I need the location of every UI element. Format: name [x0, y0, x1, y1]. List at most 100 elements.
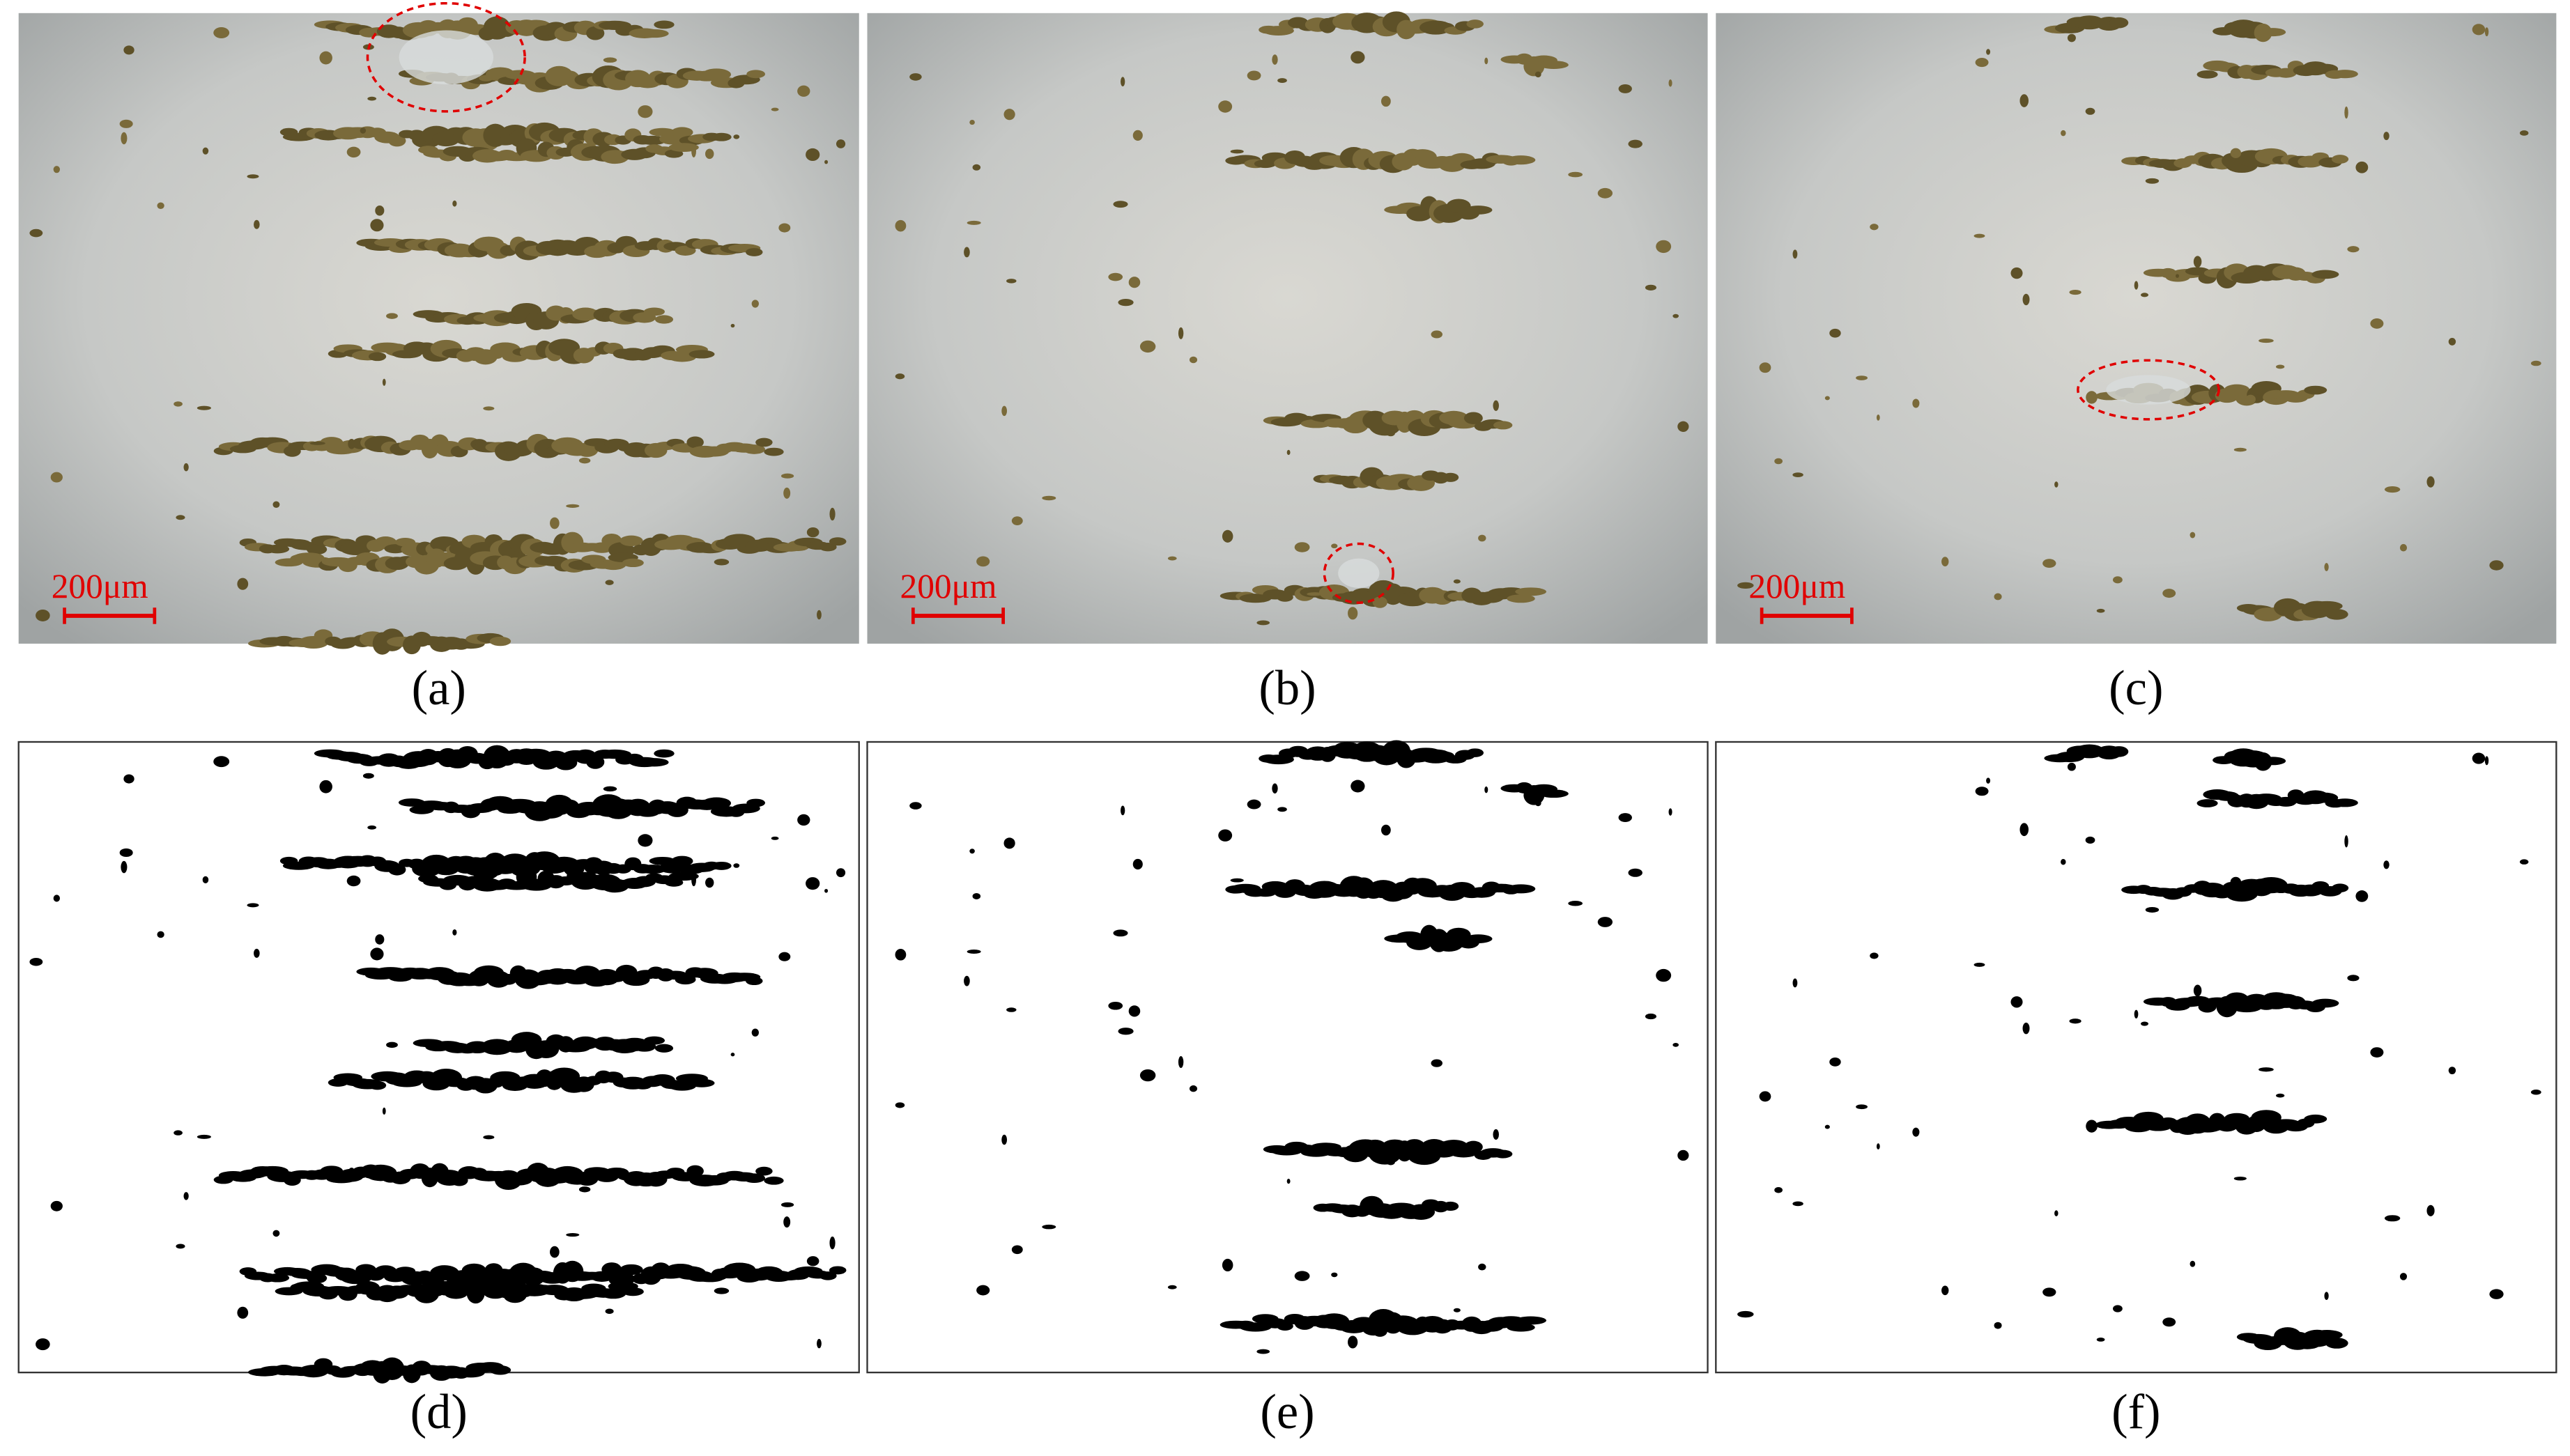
defect	[909, 73, 922, 81]
defect	[2426, 476, 2435, 488]
defect	[29, 957, 43, 966]
defect	[746, 977, 763, 986]
defects	[29, 16, 847, 655]
defect	[2344, 835, 2348, 848]
defect	[1975, 58, 1989, 68]
defect	[1113, 201, 1128, 208]
defect	[2519, 859, 2529, 865]
defect	[2019, 823, 2029, 837]
defect	[1381, 95, 1391, 107]
defect	[247, 174, 259, 179]
defect	[2311, 998, 2339, 1008]
defect	[2193, 984, 2202, 997]
defect	[2193, 256, 2202, 268]
panel-label: (a)	[412, 661, 466, 715]
defect	[578, 457, 591, 464]
defect	[783, 487, 791, 499]
defect	[1856, 375, 1868, 380]
defect	[362, 773, 374, 779]
defect	[714, 1287, 730, 1294]
defect	[121, 132, 128, 145]
scale-bar-label: 200μm	[1748, 567, 1845, 605]
defect	[778, 223, 791, 233]
defect	[2304, 385, 2327, 395]
defect	[2190, 532, 2196, 539]
defect	[375, 934, 385, 945]
defect	[388, 863, 406, 876]
defect	[1597, 187, 1613, 199]
defect	[319, 780, 332, 793]
defect	[2347, 975, 2360, 982]
defect	[1941, 1285, 1949, 1296]
defect	[237, 578, 249, 590]
defect	[1986, 777, 1991, 784]
defect	[603, 786, 617, 792]
defect	[2069, 1019, 2082, 1024]
defect	[2109, 746, 2129, 757]
defect	[2448, 338, 2456, 346]
defect	[819, 1271, 837, 1280]
defect	[1464, 934, 1493, 943]
highlight-glint	[399, 30, 494, 85]
defect	[964, 975, 970, 986]
defects	[895, 740, 1689, 1354]
defect	[2530, 360, 2541, 366]
defect	[1668, 79, 1672, 87]
panel-label: (d)	[410, 1385, 468, 1439]
defect	[2324, 1292, 2329, 1300]
defect	[964, 247, 970, 258]
defect	[1824, 396, 1830, 401]
defect	[360, 856, 367, 862]
defect	[119, 119, 133, 128]
defect	[36, 609, 50, 621]
defect	[2176, 1002, 2179, 1007]
defect	[1139, 340, 1156, 353]
defect	[1568, 171, 1583, 178]
defect	[640, 758, 669, 767]
defect	[254, 948, 260, 958]
defect	[2019, 94, 2029, 107]
defect	[605, 1308, 614, 1315]
defect	[783, 1216, 791, 1228]
defect	[746, 248, 763, 256]
defect	[1442, 472, 1459, 482]
defect	[1372, 596, 1387, 608]
defect	[2010, 267, 2023, 279]
defect	[2331, 155, 2349, 164]
defect	[1272, 54, 1278, 65]
defect	[370, 947, 384, 961]
defect	[1128, 1005, 1141, 1017]
defect	[829, 507, 836, 521]
defect	[1994, 593, 2002, 601]
defect	[1493, 400, 1499, 411]
defect	[751, 300, 759, 308]
defect	[1464, 206, 1493, 215]
defect	[836, 868, 846, 878]
defect	[2162, 1317, 2176, 1327]
defect	[489, 1365, 511, 1375]
defect	[668, 143, 699, 152]
defect	[711, 861, 732, 870]
defect	[2311, 601, 2343, 612]
defect	[751, 1028, 759, 1037]
panel: (f)	[1715, 741, 2557, 1439]
defect	[1672, 1042, 1679, 1047]
defect	[817, 1338, 822, 1349]
defect	[2344, 106, 2348, 119]
defect	[2472, 24, 2486, 36]
defect	[272, 1230, 280, 1237]
defect	[1006, 1007, 1017, 1012]
defect	[2324, 563, 2329, 571]
defect	[197, 405, 211, 410]
defect	[1478, 534, 1486, 542]
defect	[2383, 132, 2390, 141]
defect	[1453, 579, 1461, 584]
defect	[213, 27, 230, 38]
defect	[2086, 1120, 2098, 1133]
defect	[972, 164, 981, 171]
defect	[1618, 84, 1632, 93]
defect	[2140, 293, 2149, 297]
defect	[1994, 1322, 2002, 1329]
defect	[1189, 1085, 1198, 1092]
defect	[348, 1168, 355, 1178]
